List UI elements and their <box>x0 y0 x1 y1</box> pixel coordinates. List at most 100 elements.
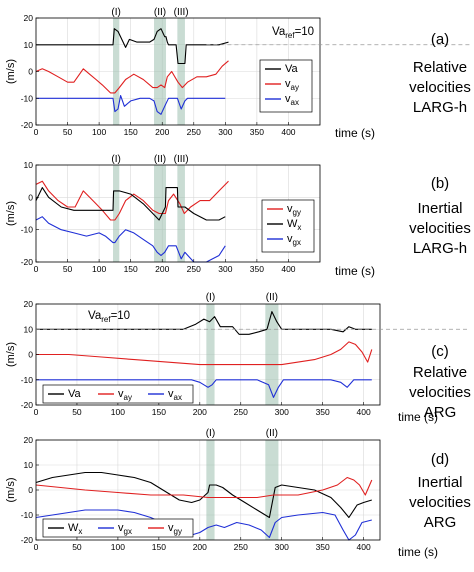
y-tick-label: 10 <box>24 460 34 470</box>
legend-entry: vax <box>168 388 182 402</box>
axes-frame <box>35 164 321 263</box>
x-axis-label: time (s) <box>335 264 375 278</box>
x-tick-label: 100 <box>111 407 125 417</box>
y-tick-label: 20 <box>24 299 34 309</box>
series-line-wx <box>35 187 226 221</box>
series-line-vay <box>35 60 229 94</box>
legend-box <box>42 384 194 404</box>
event-band-label: (II) <box>154 154 166 165</box>
chart-panel-4: 0 50 100 150 200 250 300 350 400 -20 -10 0 10 20 (m/s)… <box>5 435 438 559</box>
event-band-2 <box>265 440 279 540</box>
panel-description-line: ARG <box>424 404 457 421</box>
x-tick-label: 400 <box>357 407 371 417</box>
y-axis-label: (m/s) <box>5 59 17 84</box>
event-band-3 <box>177 18 185 125</box>
legend-entry: vgy <box>287 203 301 217</box>
event-band-label: (II) <box>154 7 166 18</box>
y-tick-label: -10 <box>21 93 34 103</box>
series-line-vgy <box>35 180 229 221</box>
x-tick-label: 150 <box>124 127 138 137</box>
panel-description-line: velocities <box>409 384 471 401</box>
panel-description-line: Inertial <box>417 474 462 491</box>
x-tick-label: 350 <box>316 407 330 417</box>
series-line-vgy <box>35 476 373 499</box>
legend-entry: Va <box>285 63 299 75</box>
y-tick-label: -10 <box>21 225 34 235</box>
reference-label: Varef=10 <box>272 26 314 40</box>
legend-entry: vay <box>118 388 132 402</box>
y-tick-label: 10 <box>24 324 34 334</box>
series-line-wx <box>35 471 372 519</box>
y-tick-label: -20 <box>21 535 34 545</box>
chart-panel-1: 0 50 100 150 200 250 300 350 400 -20 -10 0 10 20 (m/s)… <box>5 13 375 140</box>
x-tick-label: 400 <box>357 542 371 552</box>
y-tick-label: -10 <box>21 375 34 385</box>
x-tick-label: 250 <box>234 542 248 552</box>
x-tick-label: 100 <box>92 127 106 137</box>
chart-panel-3: 0 50 100 150 200 250 300 350 400 -20 -10 0 10 20 (m/s)… <box>5 299 438 424</box>
y-tick-label: -10 <box>21 510 34 520</box>
x-tick-label: 300 <box>275 407 289 417</box>
event-band-2 <box>265 304 279 405</box>
y-tick-label: -20 <box>21 120 34 130</box>
x-tick-label: 200 <box>193 542 207 552</box>
event-band-label: (III) <box>174 154 189 165</box>
panel-description-line: LARG-h <box>413 99 467 116</box>
event-band-label: (I) <box>206 428 215 439</box>
x-tick-label: 400 <box>281 264 295 274</box>
legend: Va vay vax <box>42 384 194 404</box>
legend: Wx vgx vgy <box>42 518 194 538</box>
legend-box <box>42 518 194 538</box>
y-tick-label: 0 <box>28 350 33 360</box>
y-tick-label: -20 <box>21 257 34 267</box>
reference-label: Varef=10 <box>88 310 130 324</box>
event-band-1 <box>206 304 215 405</box>
legend-entry: Wx <box>287 218 301 232</box>
x-tick-label: 50 <box>72 542 82 552</box>
x-tick-label: 400 <box>281 127 295 137</box>
panel-tag: (d) <box>431 451 449 468</box>
x-tick-label: 350 <box>250 127 264 137</box>
panel-description-line: Inertial <box>417 200 462 217</box>
x-tick-label: 50 <box>63 264 73 274</box>
y-tick-label: 20 <box>24 13 34 23</box>
panel-description-line: ARG <box>424 514 457 531</box>
series-line-vgx <box>35 216 226 263</box>
x-tick-label: 0 <box>34 127 39 137</box>
series-line-va <box>36 28 229 65</box>
y-tick-label: 10 <box>24 40 34 50</box>
x-tick-label: 0 <box>34 407 39 417</box>
legend-entry: vgy <box>168 522 182 536</box>
series-line-vgx <box>35 509 372 541</box>
panel-tag: (b) <box>431 175 449 192</box>
x-tick-label: 150 <box>124 264 138 274</box>
x-tick-label: 300 <box>218 127 232 137</box>
x-tick-label: 350 <box>250 264 264 274</box>
x-tick-label: 50 <box>72 407 82 417</box>
y-axis-label: (m/s) <box>5 477 17 502</box>
x-tick-label: 250 <box>234 407 248 417</box>
x-tick-label: 0 <box>34 264 39 274</box>
x-axis-label: time (s) <box>398 410 438 424</box>
x-tick-label: 250 <box>187 264 201 274</box>
y-tick-label: -20 <box>21 400 34 410</box>
event-band-label: (III) <box>174 7 189 18</box>
x-tick-label: 150 <box>152 407 166 417</box>
legend-entry: Va <box>68 388 82 400</box>
legend-entry: Wx <box>68 522 82 536</box>
y-tick-label: 10 <box>24 160 34 170</box>
panel-description-line: velocities <box>409 494 471 511</box>
event-band-label: (II) <box>266 292 278 303</box>
series-line-vay <box>36 341 373 366</box>
panel-description-line: Relative <box>413 364 467 381</box>
legend-entry: vgx <box>118 522 132 536</box>
legend-entry: vax <box>285 93 299 107</box>
y-tick-label: 0 <box>28 67 33 77</box>
event-band-label: (I) <box>111 7 120 18</box>
chart-panel-2: 0 50 100 150 200 250 300 350 400 -20 -10 0 10 (m/s) ti… <box>5 160 375 278</box>
x-tick-label: 200 <box>155 264 169 274</box>
series-line-vax <box>36 95 226 115</box>
